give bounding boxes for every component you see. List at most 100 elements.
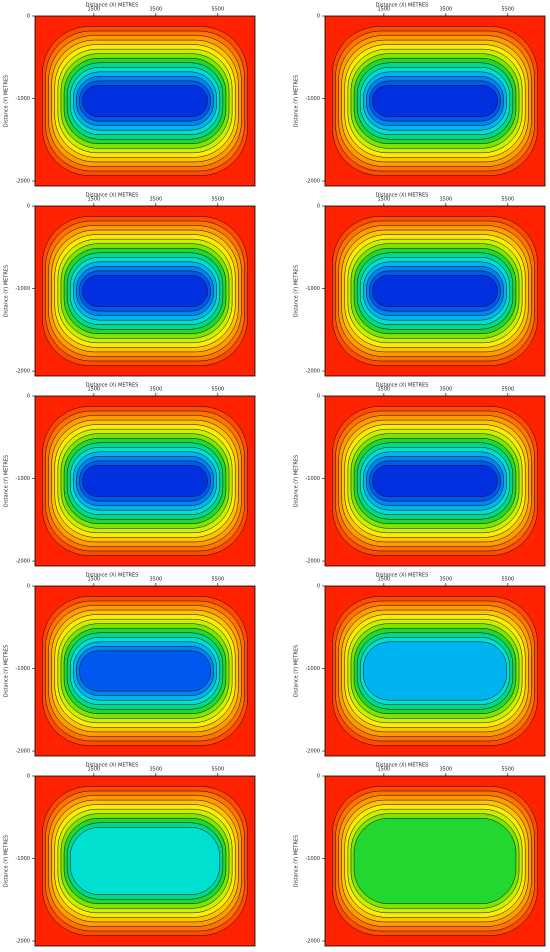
y-axis-label: Distance (Y) METRES	[4, 265, 10, 317]
x-tick-label: 3500	[149, 767, 162, 773]
y-tick-label: -2000	[15, 369, 30, 375]
y-tick-label: -2000	[305, 179, 320, 185]
y-tick-label: -2000	[305, 559, 320, 565]
x-tick-label: 5500	[211, 7, 224, 13]
contour-band	[79, 650, 211, 692]
panel: 1500 3500 5500 0 -1000 -2000 Distance (X) METR…	[4, 193, 256, 377]
y-tick-label: -2000	[305, 749, 320, 755]
y-tick-label: -2000	[15, 939, 30, 945]
x-tick-label: 1500	[378, 387, 391, 393]
x-tick-label: 1500	[378, 7, 391, 13]
panel: 1500 3500 5500 0 -1000 -2000 Distance (X) METR…	[4, 763, 256, 947]
x-tick-label: 3500	[439, 577, 452, 583]
x-tick-label: 3500	[149, 387, 162, 393]
y-tick-label: -2000	[305, 939, 320, 945]
plot-frame	[324, 205, 546, 377]
panel: 1500 3500 5500 0 -1000 -2000 Distance (X) METR…	[294, 3, 546, 187]
x-tick-label: 3500	[439, 387, 452, 393]
x-tick-label: 5500	[211, 197, 224, 203]
y-tick-label: 0	[27, 14, 30, 20]
x-tick-label: 3500	[149, 197, 162, 203]
y-tick-label: 0	[317, 774, 320, 780]
contour-band	[372, 85, 498, 117]
y-tick-label: -2000	[305, 369, 320, 375]
x-tick-label: 1500	[378, 577, 391, 583]
y-tick-label: -1000	[305, 96, 320, 102]
x-tick-label: 1500	[88, 387, 101, 393]
y-tick-label: 0	[27, 774, 30, 780]
x-tick-label: 5500	[501, 387, 514, 393]
x-axis-label: Distance (X) METRES	[376, 763, 429, 769]
contour-band	[363, 641, 507, 701]
x-tick-label: 5500	[211, 577, 224, 583]
plot-frame	[34, 395, 256, 567]
y-tick-label: 0	[27, 584, 30, 590]
y-tick-label: -1000	[15, 856, 30, 862]
plot-frame	[34, 775, 256, 947]
panel: 1500 3500 5500 0 -1000 -2000 Distance (X) METR…	[294, 383, 546, 567]
x-tick-label: 1500	[88, 197, 101, 203]
y-tick-label: -1000	[305, 286, 320, 292]
x-tick-label: 1500	[88, 7, 101, 13]
y-axis-label: Distance (Y) METRES	[294, 455, 300, 507]
x-tick-label: 5500	[501, 767, 514, 773]
y-tick-label: -2000	[15, 179, 30, 185]
x-tick-label: 5500	[501, 577, 514, 583]
x-tick-label: 5500	[211, 387, 224, 393]
y-tick-label: -2000	[15, 559, 30, 565]
contour-band	[82, 275, 208, 307]
y-axis-label: Distance (Y) METRES	[294, 265, 300, 317]
y-tick-label: 0	[317, 584, 320, 590]
x-axis-label: Distance (X) METRES	[376, 573, 429, 579]
contour-band	[82, 465, 208, 497]
x-tick-label: 5500	[211, 767, 224, 773]
x-tick-label: 3500	[149, 577, 162, 583]
y-axis-label: Distance (Y) METRES	[294, 75, 300, 127]
contour-band	[353, 817, 517, 905]
plot-frame	[34, 585, 256, 757]
x-axis-label: Distance (X) METRES	[86, 3, 139, 9]
x-axis-label: Distance (X) METRES	[86, 763, 139, 769]
plot-frame	[34, 15, 256, 187]
x-tick-label: 1500	[378, 197, 391, 203]
contour-band	[372, 465, 498, 497]
x-tick-label: 1500	[88, 767, 101, 773]
plot-frame	[324, 585, 546, 757]
panel: 1500 3500 5500 0 -1000 -2000 Distance (X) METR…	[294, 193, 546, 377]
x-tick-label: 1500	[88, 577, 101, 583]
panel: 1500 3500 5500 0 -1000 -2000 Distance (X) METR…	[4, 3, 256, 187]
y-tick-label: -1000	[15, 96, 30, 102]
panel: 1500 3500 5500 0 -1000 -2000 Distance (X) METR…	[4, 383, 256, 567]
y-axis-label: Distance (Y) METRES	[294, 645, 300, 697]
x-tick-label: 5500	[501, 7, 514, 13]
y-tick-label: -1000	[15, 476, 30, 482]
y-tick-label: 0	[27, 204, 30, 210]
x-axis-label: Distance (X) METRES	[86, 383, 139, 389]
y-axis-label: Distance (Y) METRES	[4, 645, 10, 697]
contour-band	[69, 827, 221, 895]
y-axis-label: Distance (Y) METRES	[294, 835, 300, 887]
x-tick-label: 5500	[501, 197, 514, 203]
y-tick-label: -2000	[15, 749, 30, 755]
y-axis-label: Distance (Y) METRES	[4, 835, 10, 887]
x-axis-label: Distance (X) METRES	[376, 193, 429, 199]
x-tick-label: 3500	[149, 7, 162, 13]
y-tick-label: -1000	[15, 666, 30, 672]
contour-band	[82, 85, 208, 117]
y-tick-label: -1000	[305, 476, 320, 482]
y-axis-label: Distance (Y) METRES	[4, 75, 10, 127]
plot-frame	[324, 395, 546, 567]
x-tick-label: 3500	[439, 767, 452, 773]
plot-frame	[324, 775, 546, 947]
x-tick-label: 1500	[378, 767, 391, 773]
y-tick-label: -1000	[15, 286, 30, 292]
y-axis-label: Distance (Y) METRES	[4, 455, 10, 507]
x-axis-label: Distance (X) METRES	[86, 193, 139, 199]
panel: 1500 3500 5500 0 -1000 -2000 Distance (X) METR…	[294, 763, 546, 947]
x-axis-label: Distance (X) METRES	[376, 383, 429, 389]
x-tick-label: 3500	[439, 7, 452, 13]
plot-frame	[34, 205, 256, 377]
x-tick-label: 3500	[439, 197, 452, 203]
x-axis-label: Distance (X) METRES	[86, 573, 139, 579]
